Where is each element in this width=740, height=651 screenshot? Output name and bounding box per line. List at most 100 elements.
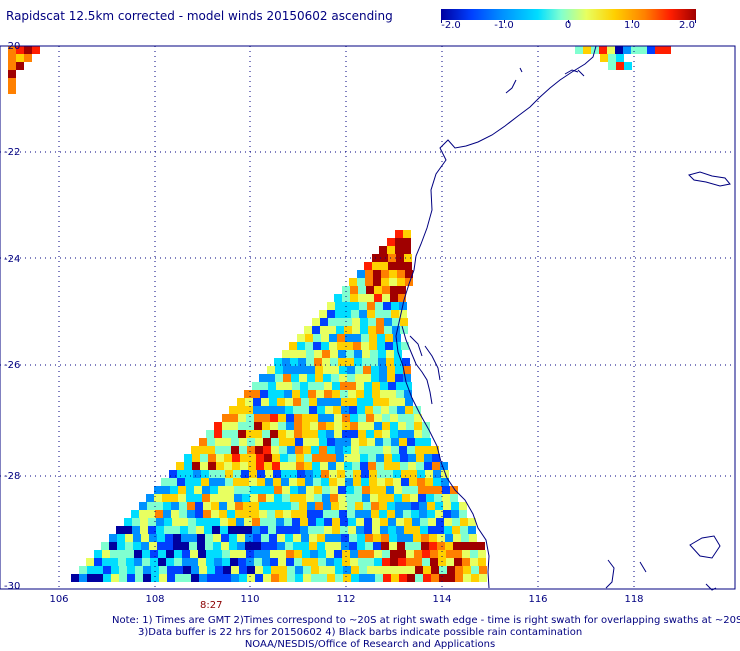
lon-label: 112 [336, 594, 355, 605]
wind-cell [211, 502, 219, 510]
wind-cell [220, 518, 228, 526]
wind-cell [407, 574, 415, 582]
wind-cell [241, 478, 249, 486]
wind-cell [368, 454, 376, 462]
wind-cell [479, 566, 487, 574]
wind-cell [431, 566, 439, 574]
wind-cell [623, 46, 631, 54]
wind-cell [295, 438, 303, 446]
wind-cell [297, 334, 305, 342]
wind-cell [420, 518, 428, 526]
wind-cell [175, 566, 183, 574]
lat-label: -30 [4, 581, 20, 592]
wind-cell [317, 398, 325, 406]
wind-cell [368, 462, 376, 470]
wind-cell [333, 542, 341, 550]
wind-cell [379, 510, 387, 518]
wind-cell [279, 438, 287, 446]
wind-cell [391, 438, 399, 446]
wind-cell [347, 502, 355, 510]
wind-cell [250, 486, 258, 494]
wind-cell [243, 502, 251, 510]
wind-cell [231, 566, 239, 574]
wind-cell [262, 414, 270, 422]
wind-cell [317, 534, 325, 542]
wind-cell [331, 374, 339, 382]
wind-cell [296, 462, 304, 470]
wind-cell [284, 526, 292, 534]
wind-cell [183, 574, 191, 582]
wind-cell [351, 310, 359, 318]
wind-cell [187, 510, 195, 518]
wind-cell [194, 494, 202, 502]
wind-cell [287, 438, 295, 446]
wind-cell [232, 462, 240, 470]
wind-cell [240, 462, 248, 470]
wind-cell [272, 454, 280, 462]
wind-cell [32, 46, 40, 54]
wind-cell [445, 534, 453, 542]
wind-cell [180, 518, 188, 526]
wind-cell [257, 478, 265, 486]
wind-cell [345, 342, 353, 350]
wind-cell [433, 478, 441, 486]
wind-cell [399, 446, 407, 454]
wind-cell [242, 486, 250, 494]
wind-cell [8, 86, 16, 94]
wind-cell [359, 566, 367, 574]
wind-cell [185, 470, 193, 478]
wind-cell [327, 446, 335, 454]
wind-cell [350, 294, 358, 302]
wind-cell [229, 406, 237, 414]
wind-cell [349, 406, 357, 414]
wind-cell [399, 438, 407, 446]
wind-cell [607, 46, 615, 54]
wind-cell [380, 390, 388, 398]
wind-cell [216, 462, 224, 470]
wind-cell [355, 366, 363, 374]
wind-cell [377, 334, 385, 342]
wind-cell [443, 510, 451, 518]
wind-cell [280, 454, 288, 462]
wind-cell [366, 414, 374, 422]
wind-cell [397, 542, 405, 550]
wind-cell [442, 486, 450, 494]
wind-cell [371, 510, 379, 518]
wind-cell [302, 558, 310, 566]
wind-cell [421, 534, 429, 542]
wind-cell [183, 566, 191, 574]
wind-cell [259, 510, 267, 518]
wind-cell [313, 478, 321, 486]
wind-cell [319, 446, 327, 454]
wind-cell [316, 390, 324, 398]
wind-cell [197, 542, 205, 550]
wind-cell [224, 454, 232, 462]
wind-cell [396, 390, 404, 398]
wind-cell [396, 526, 404, 534]
wind-cell [340, 518, 348, 526]
wind-cell [431, 574, 439, 582]
wind-cell [117, 534, 125, 542]
wind-cell [386, 358, 394, 366]
wind-cell [330, 358, 338, 366]
wind-cell [278, 422, 286, 430]
wind-cell [302, 414, 310, 422]
wind-cell [367, 574, 375, 582]
wind-cell [270, 422, 278, 430]
wind-cell [318, 422, 326, 430]
wind-cell [400, 326, 408, 334]
wind-cell [334, 430, 342, 438]
wind-cell [290, 358, 298, 366]
wind-cell [374, 414, 382, 422]
wind-cell [272, 462, 280, 470]
wind-cell [403, 246, 411, 254]
wind-cell [393, 334, 401, 342]
wind-cell [206, 550, 214, 558]
wind-cell [405, 534, 413, 542]
wind-cell [358, 558, 366, 566]
wind-cell [294, 430, 302, 438]
wind-cell [334, 550, 342, 558]
wind-cell [445, 542, 453, 550]
wind-cell [348, 518, 356, 526]
wind-cell [388, 518, 396, 526]
